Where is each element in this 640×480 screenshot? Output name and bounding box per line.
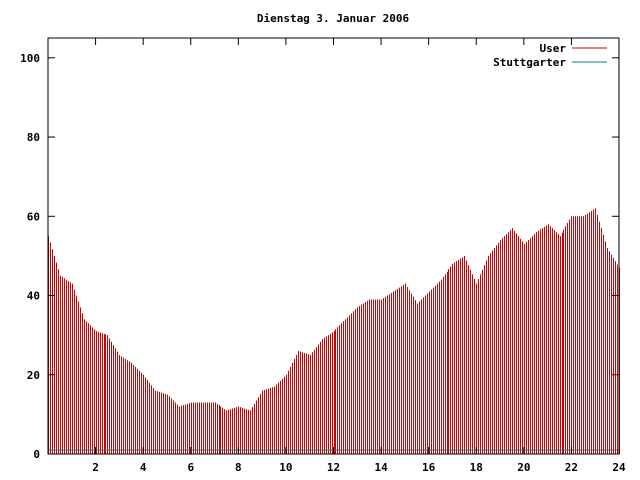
y-tick-label: 40 [27,290,40,303]
legend: User Stuttgarter [493,42,607,69]
x-tick-label: 4 [140,461,147,474]
x-tick-label: 16 [422,461,436,474]
y-tick-label: 20 [27,369,40,382]
x-tick-label: 20 [517,461,530,474]
x-tick-label: 22 [565,461,578,474]
user-bars [48,208,620,454]
x-tick-label: 6 [187,461,194,474]
x-tick-label: 2 [92,461,99,474]
x-tick-label: 24 [612,461,626,474]
y-tick-label: 100 [20,52,40,65]
x-tick-label: 14 [374,461,388,474]
y-tick-label: 0 [33,448,40,461]
x-tick-label: 8 [235,461,242,474]
y-tick-label: 80 [27,131,40,144]
y-tick-label: 60 [27,210,40,223]
x-tick-label: 12 [327,461,340,474]
chart-title: Dienstag 3. Januar 2006 [257,12,410,25]
x-tick-label: 18 [470,461,483,474]
x-tick-label: 10 [279,461,292,474]
legend-user-label: User [540,42,567,55]
legend-stuttgarter-label: Stuttgarter [493,56,566,69]
